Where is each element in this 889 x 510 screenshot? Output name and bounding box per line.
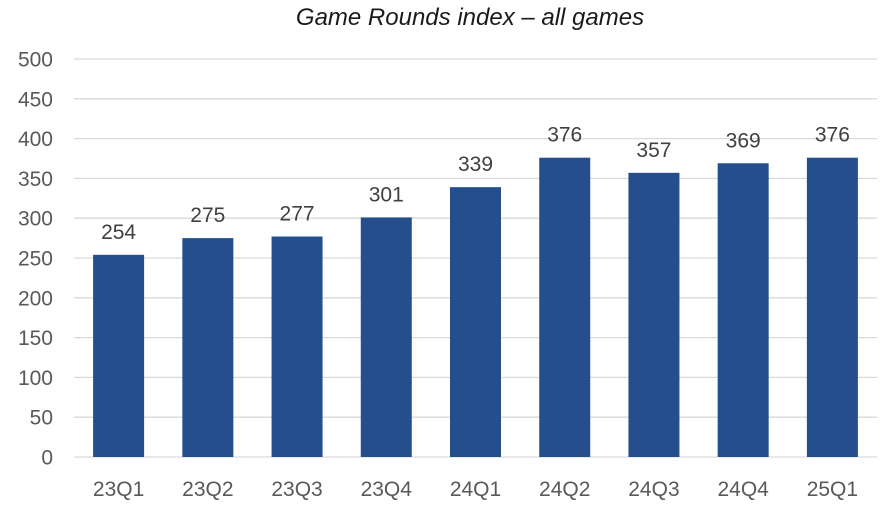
x-tick-label: 24Q1 [450,478,501,501]
y-tick-label: 350 [18,168,53,191]
bar [360,217,412,457]
bars [93,157,858,458]
y-tick-label: 150 [18,327,53,350]
bar [717,163,769,457]
y-tick-label: 450 [18,88,53,111]
data-label: 301 [369,183,404,206]
bar [539,157,591,458]
bar [271,236,323,457]
bar [806,157,858,458]
y-tick-label: 50 [30,407,53,430]
bar [628,172,680,457]
data-label: 369 [726,129,761,152]
x-tick-label: 24Q4 [717,478,769,501]
y-tick-label: 0 [41,447,53,470]
x-tick-label: 25Q1 [807,478,858,501]
data-label: 339 [458,153,493,176]
x-tick-label: 24Q2 [539,478,590,501]
data-label: 277 [280,203,315,226]
bar [93,254,145,457]
bar [182,238,234,457]
y-tick-label: 400 [18,128,53,151]
y-tick-label: 300 [18,208,53,231]
data-label: 275 [190,204,225,227]
x-axis-ticks: 23Q1 23Q2 23Q3 23Q4 24Q1 24Q2 24Q3 24Q4 25Q1 [93,478,858,501]
data-label: 376 [547,124,582,147]
x-tick-label: 23Q2 [182,478,233,501]
x-tick-label: 24Q3 [628,478,679,501]
data-label: 376 [815,124,850,147]
data-label: 357 [636,139,671,162]
x-tick-label: 23Q4 [361,478,413,501]
data-labels: 254 275 277 301 339 376 357 369 376 [101,124,850,244]
y-tick-label: 250 [18,248,53,271]
data-label: 254 [101,221,136,244]
y-tick-label: 500 [18,49,53,72]
y-tick-label: 200 [18,287,53,310]
chart-title: Game Rounds index – all games [296,4,644,31]
y-axis-ticks: 0 50 100 150 200 250 300 350 400 450 500 [18,49,53,470]
x-tick-label: 23Q1 [93,478,144,501]
x-tick-label: 23Q3 [271,478,322,501]
bar [450,187,501,457]
y-tick-label: 100 [18,367,53,390]
